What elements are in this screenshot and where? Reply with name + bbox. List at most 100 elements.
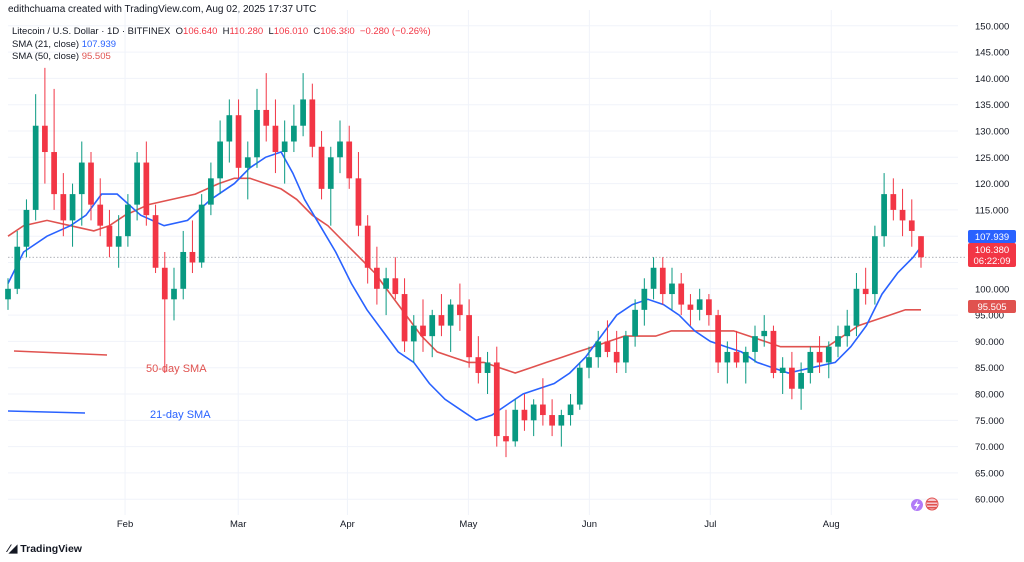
tradingview-brand-text: TradingView: [20, 542, 82, 555]
high-label: H: [222, 26, 230, 37]
sma50-tag-text: 95.505: [977, 302, 1006, 313]
sma21-legend-row[interactable]: SMA (21, close) 107.939: [12, 39, 431, 52]
candle-body: [770, 330, 777, 373]
price-tick-label: 130.000: [975, 126, 1009, 137]
price-tick-label: 75.000: [975, 416, 1004, 427]
candle-body: [899, 209, 906, 221]
sma21-annotation-text: 21-day SMA: [150, 409, 211, 421]
candle-body: [733, 351, 740, 363]
sma21-tag-text: 107.939: [975, 232, 1009, 243]
candle-body: [844, 325, 851, 337]
candle-body: [613, 351, 620, 363]
candle-body: [862, 288, 869, 295]
candle-body: [872, 236, 878, 295]
candle-body: [447, 304, 454, 326]
sma50-annotation: 50-day SMA: [13, 350, 207, 375]
flag-stripe-icon: [927, 507, 937, 509]
price-axis[interactable]: 150.000 145.000 140.000 135.000 130.000 125.0…: [975, 21, 1009, 505]
candle-body: [761, 330, 768, 337]
price-tick-label: 95.000: [975, 311, 1004, 322]
low-label: L: [268, 26, 274, 37]
candle-body: [503, 436, 509, 442]
time-tick-label: Jun: [582, 519, 597, 530]
candle-body: [567, 404, 574, 416]
price-tick-label: 145.000: [975, 48, 1009, 59]
price-tick-label: 80.000: [975, 390, 1004, 401]
candle-body: [706, 299, 712, 316]
price-tick-label: 100.000: [975, 284, 1009, 295]
candle-body: [604, 341, 611, 352]
candle-body: [88, 162, 94, 205]
sma50-legend-line: [13, 350, 108, 356]
candle-body: [23, 209, 30, 247]
candle-body: [789, 367, 795, 389]
event-icons[interactable]: [911, 497, 939, 511]
candle-body: [438, 315, 445, 326]
last-price-tag-text: 106.380: [975, 245, 1009, 256]
candle-body: [180, 251, 187, 289]
price-tick-label: 60.000: [975, 495, 1004, 506]
sma21-layer: [7, 151, 922, 422]
candles-layer: [5, 67, 924, 458]
candle-body: [346, 141, 353, 179]
candle-body: [5, 288, 11, 300]
candle-body: [42, 125, 48, 153]
candle-body: [152, 215, 159, 268]
candle-body: [143, 162, 150, 216]
candle-body: [493, 362, 500, 437]
change-value: −0.280 (−0.26%): [359, 26, 431, 37]
candle-body: [125, 204, 131, 237]
price-tick-label: 140.000: [975, 74, 1009, 85]
candle-body: [853, 288, 860, 326]
candle-body: [595, 341, 602, 358]
candle-body: [484, 362, 491, 373]
candle-body: [244, 157, 251, 168]
candle-body: [669, 283, 675, 295]
candle-body: [291, 125, 297, 142]
candle-body: [752, 336, 758, 352]
candle-body: [659, 267, 666, 295]
candle-body: [161, 267, 168, 300]
chart-legend: Litecoin / U.S. Dollar · 1D · BITFINEX O…: [12, 26, 431, 64]
candle-body: [337, 141, 343, 158]
sma50-value: 95.505: [81, 51, 111, 62]
candle-body: [106, 225, 113, 247]
sma21-legend-line: [7, 410, 86, 414]
candle-body: [549, 415, 555, 426]
candle-body: [78, 162, 85, 195]
candle-body: [327, 157, 334, 189]
candle-body: [466, 315, 472, 358]
price-tick-label: 85.000: [975, 363, 1004, 374]
lightning-icon: [914, 500, 920, 511]
open-label: O: [175, 26, 184, 37]
candle-body: [650, 267, 657, 289]
price-tick-label: 125.000: [975, 153, 1009, 164]
open-value: 106.640: [183, 26, 218, 37]
tradingview-logo[interactable]: ⁄◢ TradingView: [8, 542, 82, 556]
flag-stripe-icon: [927, 501, 937, 503]
chart-grid: [8, 10, 966, 515]
candle-body: [263, 109, 270, 126]
candle-body: [97, 204, 104, 226]
sma50-line: [7, 177, 921, 374]
close-value: 106.380: [320, 26, 355, 37]
candle-body: [576, 367, 583, 405]
price-tick-label: 90.000: [975, 337, 1004, 348]
time-tick-label: Mar: [230, 519, 246, 530]
candle-body: [318, 146, 325, 189]
time-axis[interactable]: Feb Mar Apr May Jun Jul Aug: [117, 519, 840, 530]
candle-body: [410, 325, 417, 342]
candle-body: [300, 99, 306, 126]
candle-body: [51, 152, 57, 195]
sma50-legend-row[interactable]: SMA (50, close) 95.505: [12, 51, 431, 64]
candle-body: [798, 372, 804, 389]
flag-stripe-icon: [927, 504, 937, 506]
candle-body: [512, 409, 519, 442]
price-tick-label: 150.000: [975, 21, 1009, 32]
candle-body: [807, 351, 814, 373]
symbol-title[interactable]: Litecoin / U.S. Dollar · 1D · BITFINEX: [12, 26, 171, 37]
candle-body: [540, 404, 546, 416]
candle-body: [226, 115, 233, 142]
candle-body: [687, 304, 694, 310]
